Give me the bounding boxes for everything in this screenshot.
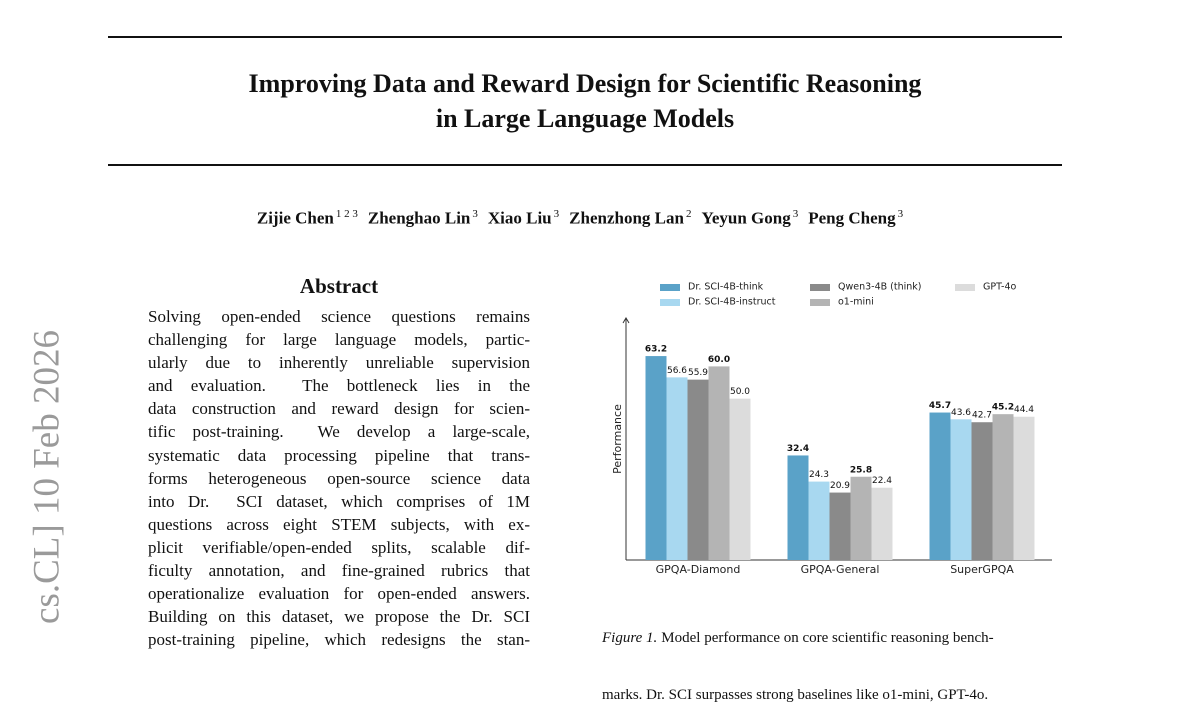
bar (950, 419, 972, 560)
caption-label: Figure 1. (602, 630, 658, 646)
legend-swatch (955, 284, 975, 291)
value-label: 25.8 (850, 465, 872, 475)
y-axis-label: Performance (611, 404, 624, 474)
abstract-line: challenging for large language models, p… (148, 330, 530, 350)
bar (829, 492, 851, 560)
value-label: 45.7 (929, 401, 951, 411)
bar (992, 414, 1014, 560)
caption-line: marks. Dr. SCI surpasses strong baseline… (602, 687, 989, 703)
abstract-line: into Dr. SCI dataset, which comprises of… (148, 491, 530, 511)
value-label: 50.0 (730, 387, 750, 397)
x-tick-label: GPQA-Diamond (656, 563, 741, 576)
value-label: 63.2 (645, 345, 667, 355)
value-label: 44.4 (1014, 405, 1034, 415)
author-name: Zhenzhong Lan (569, 208, 684, 228)
author-name: Xiao Liu (487, 208, 552, 228)
page: Improving Data and Reward Design for Sci… (26, 36, 1062, 703)
bar (787, 455, 809, 560)
bar (929, 412, 951, 560)
legend-swatch (810, 299, 830, 306)
author-name: Zijie Chen (256, 208, 334, 228)
legend-label: Qwen3-4B (think) (838, 282, 922, 293)
value-label: 20.9 (830, 481, 850, 491)
author-name: Yeyun Gong (701, 208, 791, 228)
bar (666, 377, 688, 560)
y-axis-arrow (622, 317, 630, 324)
caption-line: Model performance on core scientific rea… (661, 630, 994, 646)
figure-chart: cs.CL] 10 Feb 2026 Performance GPQA-Diamo… (26, 282, 1052, 624)
abstract-line: forms heterogeneous open-source science … (148, 468, 530, 488)
author-affiliation: 3 (472, 208, 478, 220)
value-label: 22.4 (872, 476, 892, 486)
value-label: 43.6 (951, 408, 971, 418)
abstract-line: questions across eight STEM subjects, wi… (148, 514, 530, 534)
paper-title: Improving Data and Reward Design for Sci… (108, 66, 1062, 136)
value-label: 60.0 (708, 355, 730, 365)
author-name: Zhenghao Lin (367, 208, 471, 228)
abstract-line: operationalize evaluation for open-ended… (148, 584, 530, 604)
abstract-body: Solving open-ended science questions rem… (148, 305, 530, 651)
abstract-line: data construction and reward design for … (148, 399, 530, 419)
x-tick-label: SuperGPQA (950, 563, 1014, 576)
author-affiliation: 1 2 3 (335, 208, 358, 220)
bar (1013, 416, 1035, 560)
legend-label: GPT-4o (983, 282, 1016, 293)
abstract-line: ularly due to inherently unreliable supe… (148, 353, 530, 373)
abstract-heading: Abstract (299, 274, 379, 298)
legend-label: o1-mini (838, 297, 874, 308)
author-affiliation: 2 (685, 208, 692, 220)
bar (708, 366, 730, 560)
bar (850, 476, 872, 560)
legend-swatch (660, 299, 680, 306)
abstract-line: Solving open-ended science questions rem… (148, 307, 530, 326)
value-label: 55.9 (688, 368, 708, 378)
bar (729, 398, 751, 560)
author-list: Zijie Chen 1 2 3 Zhenghao Lin 3 Xiao Liu 3 Zhe… (108, 208, 1062, 229)
author-name: Peng Cheng (808, 208, 896, 228)
legend-swatch (660, 284, 680, 291)
abstract-line: plicit verifiable/open-ended splits, sca… (148, 537, 530, 557)
abstract-line: systematic data processing pipeline that… (148, 445, 530, 465)
value-label: 42.7 (972, 411, 992, 421)
bar (871, 487, 893, 560)
author-affiliation: 3 (792, 208, 799, 220)
value-label: 56.6 (667, 366, 687, 376)
abstract-line: ficulty annotation, and fine-grained rub… (148, 561, 530, 581)
bar (645, 356, 667, 560)
legend-label: Dr. SCI-4B-instruct (688, 297, 776, 308)
author-affiliation: 3 (897, 208, 904, 220)
bar (971, 422, 993, 560)
bar (808, 481, 830, 560)
title-line: Improving Data and Reward Design for Sci… (248, 69, 922, 98)
title-line: in Large Language Models (435, 104, 735, 133)
bar (687, 379, 709, 560)
top-rule (108, 36, 1062, 38)
legend-label: Dr. SCI-4B-think (688, 282, 764, 293)
abstract-line: Building on this dataset, we propose the… (148, 607, 530, 627)
abstract-line: and evaluation. The bottleneck lies in t… (148, 376, 530, 396)
x-tick-label: GPQA-General (801, 563, 880, 576)
value-label: 45.2 (992, 403, 1014, 413)
value-label: 24.3 (809, 470, 829, 480)
abstract-line: tific post-training. We develop a large-… (148, 422, 530, 442)
arxiv-stamp: cs.CL] 10 Feb 2026 (26, 330, 67, 624)
abstract-line: post-training pipeline, which redesigns … (148, 630, 530, 650)
author-affiliation: 3 (553, 208, 560, 220)
title-rule (108, 164, 1062, 166)
value-label: 32.4 (787, 444, 809, 454)
legend-swatch (810, 284, 830, 291)
